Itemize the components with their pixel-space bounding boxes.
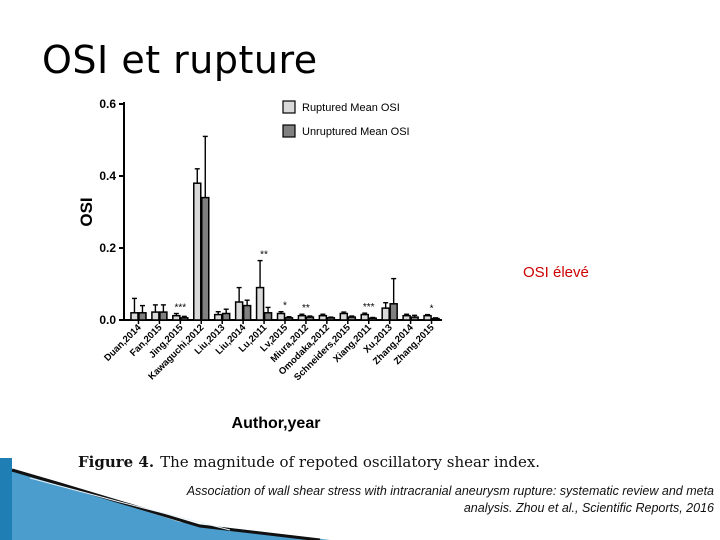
y-tick-label: 0.4	[99, 169, 116, 183]
annotation-osi-eleve: OSI élevé	[523, 264, 589, 281]
bar-ruptured	[130, 312, 139, 321]
bar-ruptured	[318, 314, 328, 321]
bar-unruptured	[410, 316, 419, 321]
bar-ruptured	[234, 301, 244, 321]
bar-unruptured	[138, 312, 147, 321]
figure-caption-text: The magnitude of repoted oscillatory she…	[160, 453, 541, 471]
bar-ruptured	[193, 182, 202, 321]
bar-ruptured	[151, 311, 160, 321]
bar-ruptured	[297, 314, 307, 321]
legend-label-unruptured: Unruptured Mean OSI	[302, 126, 410, 138]
bar-unruptured	[389, 303, 398, 321]
y-tick-label: 0.6	[99, 97, 116, 111]
legend-label-ruptured: Ruptured Mean OSI	[302, 102, 400, 114]
citation: Association of wall shear stress with in…	[186, 484, 714, 515]
bar-ruptured	[172, 314, 181, 321]
legend-swatch-unruptured	[282, 124, 296, 138]
y-tick-label: 0.2	[99, 241, 116, 255]
slide-title: OSI et rupture	[42, 38, 318, 82]
bar-ruptured	[381, 307, 390, 321]
bar-unruptured	[347, 316, 357, 321]
bar-ruptured	[276, 312, 286, 321]
significance-marker: **	[260, 250, 268, 261]
x-axis-title: Author,year	[232, 415, 321, 432]
bar-ruptured	[213, 313, 223, 321]
y-axis-title: OSI	[77, 197, 96, 226]
chart-legend: Ruptured Mean OSI Unruptured Mean OSI	[282, 100, 410, 138]
bar-unruptured	[368, 317, 377, 321]
bar-ruptured	[339, 312, 349, 321]
figure-caption-label: Figure 4.	[78, 453, 155, 471]
bar-unruptured	[242, 304, 252, 321]
significance-marker: *	[430, 304, 434, 315]
bar-unruptured	[431, 317, 440, 321]
bar-ruptured	[360, 313, 369, 321]
bar-unruptured	[263, 312, 273, 321]
legend-swatch-ruptured	[282, 100, 296, 114]
bar-ruptured	[255, 286, 265, 321]
significance-marker: **	[302, 303, 310, 314]
bar-unruptured	[326, 317, 336, 321]
bar-ruptured	[402, 314, 411, 321]
bar-unruptured	[284, 317, 294, 321]
y-tick-label: 0.0	[99, 313, 116, 327]
bar-unruptured	[180, 317, 189, 321]
significance-marker: ***	[174, 303, 186, 314]
figure-caption: Figure 4. The magnitude of repoted oscill…	[78, 453, 540, 471]
bar-unruptured	[201, 196, 210, 321]
bar-unruptured	[221, 312, 231, 321]
significance-marker: ***	[363, 302, 375, 313]
bar-unruptured	[159, 311, 168, 321]
significance-marker: *	[283, 301, 287, 312]
bar-unruptured	[305, 316, 315, 321]
bar-ruptured	[423, 314, 432, 321]
